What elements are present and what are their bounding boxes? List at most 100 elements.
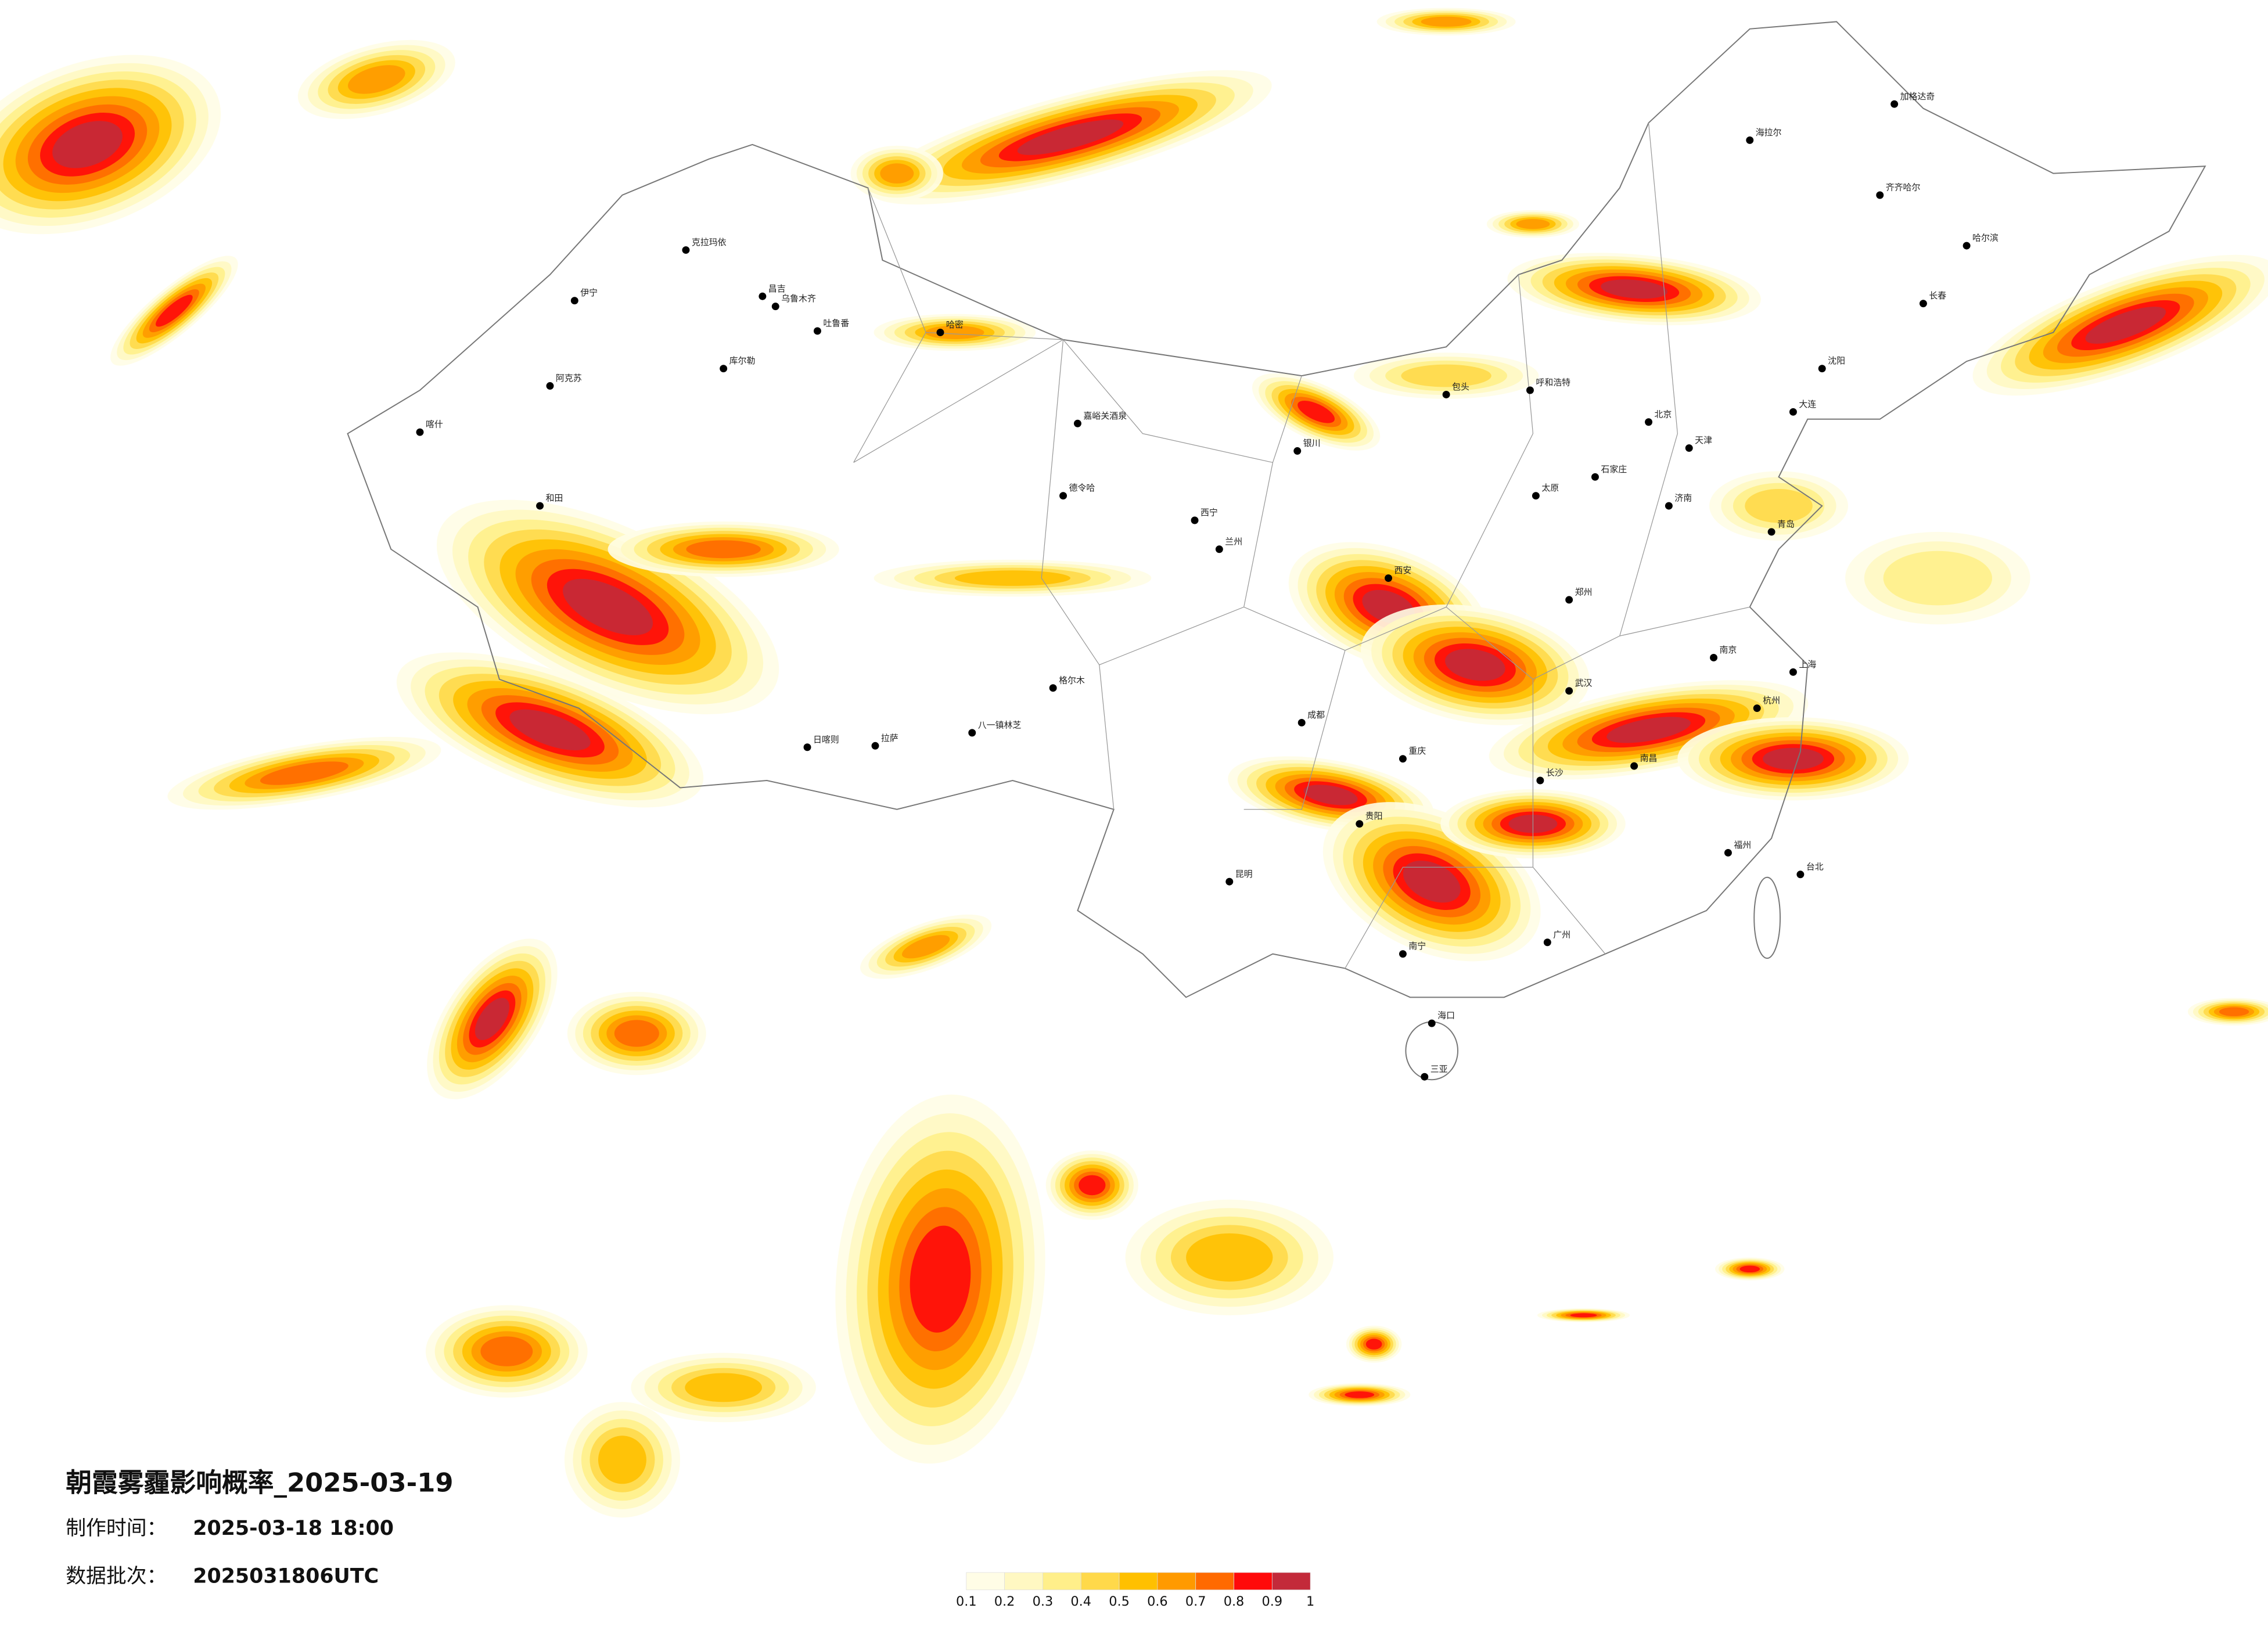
fog-area <box>614 1020 659 1047</box>
fog-area <box>880 163 914 184</box>
taiwan-border <box>1753 876 1781 959</box>
city-label: 齐齐哈尔 <box>1886 182 1921 193</box>
fog-area <box>156 294 193 327</box>
city-dot <box>1532 492 1540 500</box>
fog-area <box>1079 1175 1106 1196</box>
fog-area <box>1186 1233 1273 1282</box>
colorbar-swatch <box>1234 1572 1273 1591</box>
city-dot <box>1543 938 1551 947</box>
city-label: 银川 <box>1303 438 1321 448</box>
colorbar-swatch <box>1004 1572 1043 1591</box>
city-dot <box>1293 447 1302 455</box>
city-dot <box>1421 1073 1429 1081</box>
fog-area <box>1017 119 1124 155</box>
city-label: 天津 <box>1695 435 1712 445</box>
city-dot <box>936 328 944 336</box>
city-dot <box>1073 419 1081 427</box>
city-label: 伊宁 <box>580 287 598 298</box>
city-label: 三亚 <box>1430 1064 1448 1074</box>
city-dot <box>720 365 728 373</box>
city-label: 昌吉 <box>768 283 786 294</box>
batch-label: 数据批次： <box>66 1564 167 1588</box>
fog-area <box>480 1336 533 1366</box>
fog-area <box>598 1436 646 1484</box>
city-label: 长沙 <box>1546 768 1563 778</box>
city-dot <box>803 743 811 751</box>
city-dot <box>546 382 554 390</box>
city-label: 福州 <box>1734 840 1751 850</box>
city-label: 昆明 <box>1235 869 1253 879</box>
colorbar-swatch <box>1195 1572 1234 1591</box>
fog-area <box>954 570 1070 586</box>
city-dot <box>1399 950 1407 958</box>
city-dot <box>1876 191 1884 199</box>
city-dot <box>1685 444 1693 452</box>
city-dot <box>1591 473 1599 481</box>
fog-area <box>1745 488 1813 523</box>
fog-area <box>1601 279 1668 299</box>
fog-area <box>1365 1339 1382 1350</box>
city-label: 上海 <box>1799 659 1816 670</box>
city-dot <box>1526 386 1534 394</box>
city-dot <box>536 502 544 510</box>
fog-area <box>562 578 653 635</box>
fog-area <box>260 761 348 785</box>
city-dot <box>1356 820 1364 828</box>
city-label: 大连 <box>1799 399 1816 409</box>
country-border <box>347 21 2206 998</box>
city-dot <box>1789 668 1797 676</box>
city-label: 南昌 <box>1640 753 1658 764</box>
fog-area <box>1421 16 1472 27</box>
city-dot <box>1399 755 1407 763</box>
colorbar-swatch <box>1119 1572 1158 1591</box>
city-label: 贵阳 <box>1365 811 1383 821</box>
colorbar-tick-label: 0.7 <box>1185 1594 1206 1609</box>
city-dot <box>1297 718 1306 726</box>
fog-area <box>1403 861 1461 903</box>
city-label: 吐鲁番 <box>823 318 849 329</box>
fog-area <box>1883 551 1993 606</box>
city-label: 乌鲁木齐 <box>781 293 816 304</box>
city-dot <box>1059 492 1067 500</box>
city-dot <box>1442 390 1450 398</box>
city-label: 成都 <box>1307 710 1325 720</box>
colorbar-swatch <box>1271 1572 1311 1591</box>
fog-area <box>1570 1313 1597 1318</box>
colorbar-tick-label: 0.6 <box>1147 1594 1168 1609</box>
city-label: 克拉玛依 <box>692 237 727 247</box>
city-label: 广州 <box>1553 929 1570 940</box>
city-dot <box>682 246 690 254</box>
city-label: 喀什 <box>426 419 443 430</box>
map-title: 朝霞雾霾影响概率_2025-03-19 <box>66 1467 453 1498</box>
city-dot <box>1565 596 1573 604</box>
city-label: 嘉峪关酒泉 <box>1083 411 1127 421</box>
fog-area <box>901 935 950 959</box>
colorbar-tick-label: 0.2 <box>994 1594 1015 1609</box>
city-dot <box>1191 516 1199 524</box>
city-dot <box>1565 687 1573 695</box>
colorbar-swatch <box>1080 1572 1120 1591</box>
city-label: 台北 <box>1806 861 1824 872</box>
heat-layer <box>0 8 2268 1518</box>
city-label: 南宁 <box>1408 941 1426 951</box>
city-label: 海口 <box>1437 1010 1455 1021</box>
city-label: 长春 <box>1929 290 1946 301</box>
city-label: 格尔木 <box>1059 675 1085 685</box>
city-label: 石家庄 <box>1601 464 1627 474</box>
colorbar: 0.1 0.2 0.3 0.4 0.5 0.6 0.7 0.8 0.9 1 <box>956 1572 1314 1609</box>
city-dot <box>1746 136 1754 144</box>
fog-area <box>509 709 591 751</box>
fog-area <box>52 121 123 168</box>
city-dot <box>1536 776 1544 785</box>
city-label: 北京 <box>1655 409 1672 419</box>
city-dot <box>1796 870 1805 879</box>
colorbar-tick-label: 0.4 <box>1070 1594 1091 1609</box>
fog-area <box>1739 1265 1760 1273</box>
city-label: 兰州 <box>1225 536 1242 546</box>
city-dot <box>1919 300 1927 308</box>
fog-area <box>1606 717 1691 743</box>
city-dot <box>1215 545 1223 553</box>
fog-area <box>1297 401 1335 423</box>
city-label: 西宁 <box>1201 508 1218 518</box>
